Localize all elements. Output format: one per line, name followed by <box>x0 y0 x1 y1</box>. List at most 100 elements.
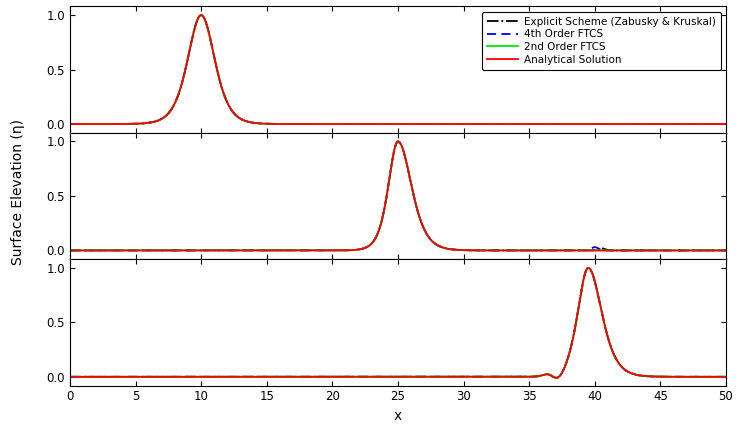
Analytical Solution <box>185 50 194 55</box>
2nd Order FTCS <box>459 121 468 127</box>
Explicit Scheme (Zabusky & Kruskal) <box>555 374 564 379</box>
Explicit Scheme (Zabusky & Kruskal) <box>722 121 730 127</box>
Explicit Scheme (Zabusky & Kruskal) <box>185 50 194 55</box>
Analytical Solution <box>66 374 74 380</box>
4th Order FTCS <box>459 121 468 127</box>
Line: 2nd Order FTCS: 2nd Order FTCS <box>70 268 726 378</box>
Analytical Solution <box>66 121 74 127</box>
Line: 2nd Order FTCS: 2nd Order FTCS <box>70 141 726 250</box>
4th Order FTCS <box>722 374 730 380</box>
4th Order FTCS <box>555 121 564 127</box>
4th Order FTCS <box>185 248 194 253</box>
4th Order FTCS <box>552 375 561 380</box>
Explicit Scheme (Zabusky & Kruskal) <box>552 375 561 380</box>
2nd Order FTCS <box>555 121 564 127</box>
2nd Order FTCS <box>316 374 325 380</box>
2nd Order FTCS <box>66 121 74 127</box>
2nd Order FTCS <box>492 248 501 253</box>
Explicit Scheme (Zabusky & Kruskal) <box>316 248 325 253</box>
4th Order FTCS <box>66 374 74 380</box>
Explicit Scheme (Zabusky & Kruskal) <box>722 248 730 253</box>
Legend: Explicit Scheme (Zabusky & Kruskal), 4th Order FTCS, 2nd Order FTCS, Analytical : Explicit Scheme (Zabusky & Kruskal), 4th… <box>482 12 721 70</box>
Text: Surface Elevation (η): Surface Elevation (η) <box>11 119 25 265</box>
Line: Analytical Solution: Analytical Solution <box>70 15 726 124</box>
Analytical Solution <box>66 248 74 253</box>
4th Order FTCS <box>459 374 468 380</box>
4th Order FTCS <box>66 121 74 127</box>
4th Order FTCS <box>605 340 614 345</box>
4th Order FTCS <box>492 374 501 380</box>
4th Order FTCS <box>605 121 614 127</box>
4th Order FTCS <box>316 248 325 253</box>
Explicit Scheme (Zabusky & Kruskal) <box>66 374 74 380</box>
Analytical Solution <box>185 248 194 253</box>
Analytical Solution <box>394 139 402 144</box>
Analytical Solution <box>722 248 730 253</box>
Line: Analytical Solution: Analytical Solution <box>70 268 726 378</box>
Analytical Solution <box>605 248 614 253</box>
Explicit Scheme (Zabusky & Kruskal) <box>555 248 564 253</box>
4th Order FTCS <box>197 12 206 17</box>
2nd Order FTCS <box>459 248 468 253</box>
Analytical Solution <box>316 374 325 380</box>
4th Order FTCS <box>492 248 501 253</box>
Explicit Scheme (Zabusky & Kruskal) <box>316 121 325 127</box>
4th Order FTCS <box>722 248 730 253</box>
2nd Order FTCS <box>492 374 501 380</box>
Explicit Scheme (Zabusky & Kruskal) <box>459 121 468 127</box>
Explicit Scheme (Zabusky & Kruskal) <box>605 340 614 345</box>
Explicit Scheme (Zabusky & Kruskal) <box>185 374 194 380</box>
2nd Order FTCS <box>394 139 402 144</box>
Analytical Solution <box>459 374 468 380</box>
4th Order FTCS <box>316 374 325 380</box>
Explicit Scheme (Zabusky & Kruskal) <box>66 121 74 127</box>
Analytical Solution <box>552 375 561 380</box>
Explicit Scheme (Zabusky & Kruskal) <box>584 265 593 271</box>
Analytical Solution <box>584 265 593 271</box>
Analytical Solution <box>722 374 730 380</box>
Analytical Solution <box>316 248 325 253</box>
Analytical Solution <box>492 248 501 253</box>
4th Order FTCS <box>459 248 468 253</box>
Analytical Solution <box>316 121 325 127</box>
Analytical Solution <box>555 374 564 379</box>
Explicit Scheme (Zabusky & Kruskal) <box>459 248 468 253</box>
4th Order FTCS <box>555 248 564 253</box>
Analytical Solution <box>605 340 614 345</box>
Explicit Scheme (Zabusky & Kruskal) <box>459 374 468 380</box>
2nd Order FTCS <box>185 374 194 380</box>
Analytical Solution <box>722 121 730 127</box>
Explicit Scheme (Zabusky & Kruskal) <box>197 12 206 17</box>
Analytical Solution <box>197 12 206 17</box>
Line: 4th Order FTCS: 4th Order FTCS <box>70 15 726 124</box>
Line: 4th Order FTCS: 4th Order FTCS <box>70 141 726 250</box>
Explicit Scheme (Zabusky & Kruskal) <box>492 121 501 127</box>
4th Order FTCS <box>555 374 564 379</box>
2nd Order FTCS <box>722 374 730 380</box>
2nd Order FTCS <box>492 121 501 127</box>
Explicit Scheme (Zabusky & Kruskal) <box>316 374 325 380</box>
4th Order FTCS <box>66 248 74 253</box>
2nd Order FTCS <box>459 374 468 380</box>
2nd Order FTCS <box>552 375 561 380</box>
2nd Order FTCS <box>605 248 614 253</box>
2nd Order FTCS <box>185 50 194 55</box>
Explicit Scheme (Zabusky & Kruskal) <box>555 121 564 127</box>
2nd Order FTCS <box>605 121 614 127</box>
4th Order FTCS <box>185 50 194 55</box>
Explicit Scheme (Zabusky & Kruskal) <box>394 139 402 144</box>
Explicit Scheme (Zabusky & Kruskal) <box>722 374 730 380</box>
2nd Order FTCS <box>722 121 730 127</box>
X-axis label: x: x <box>394 409 402 423</box>
4th Order FTCS <box>316 121 325 127</box>
4th Order FTCS <box>492 121 501 127</box>
Analytical Solution <box>459 121 468 127</box>
2nd Order FTCS <box>555 248 564 253</box>
Analytical Solution <box>492 121 501 127</box>
2nd Order FTCS <box>185 248 194 253</box>
Explicit Scheme (Zabusky & Kruskal) <box>605 248 614 253</box>
4th Order FTCS <box>605 248 614 253</box>
Analytical Solution <box>555 121 564 127</box>
Line: Explicit Scheme (Zabusky & Kruskal): Explicit Scheme (Zabusky & Kruskal) <box>70 268 726 378</box>
Line: Explicit Scheme (Zabusky & Kruskal): Explicit Scheme (Zabusky & Kruskal) <box>70 15 726 124</box>
